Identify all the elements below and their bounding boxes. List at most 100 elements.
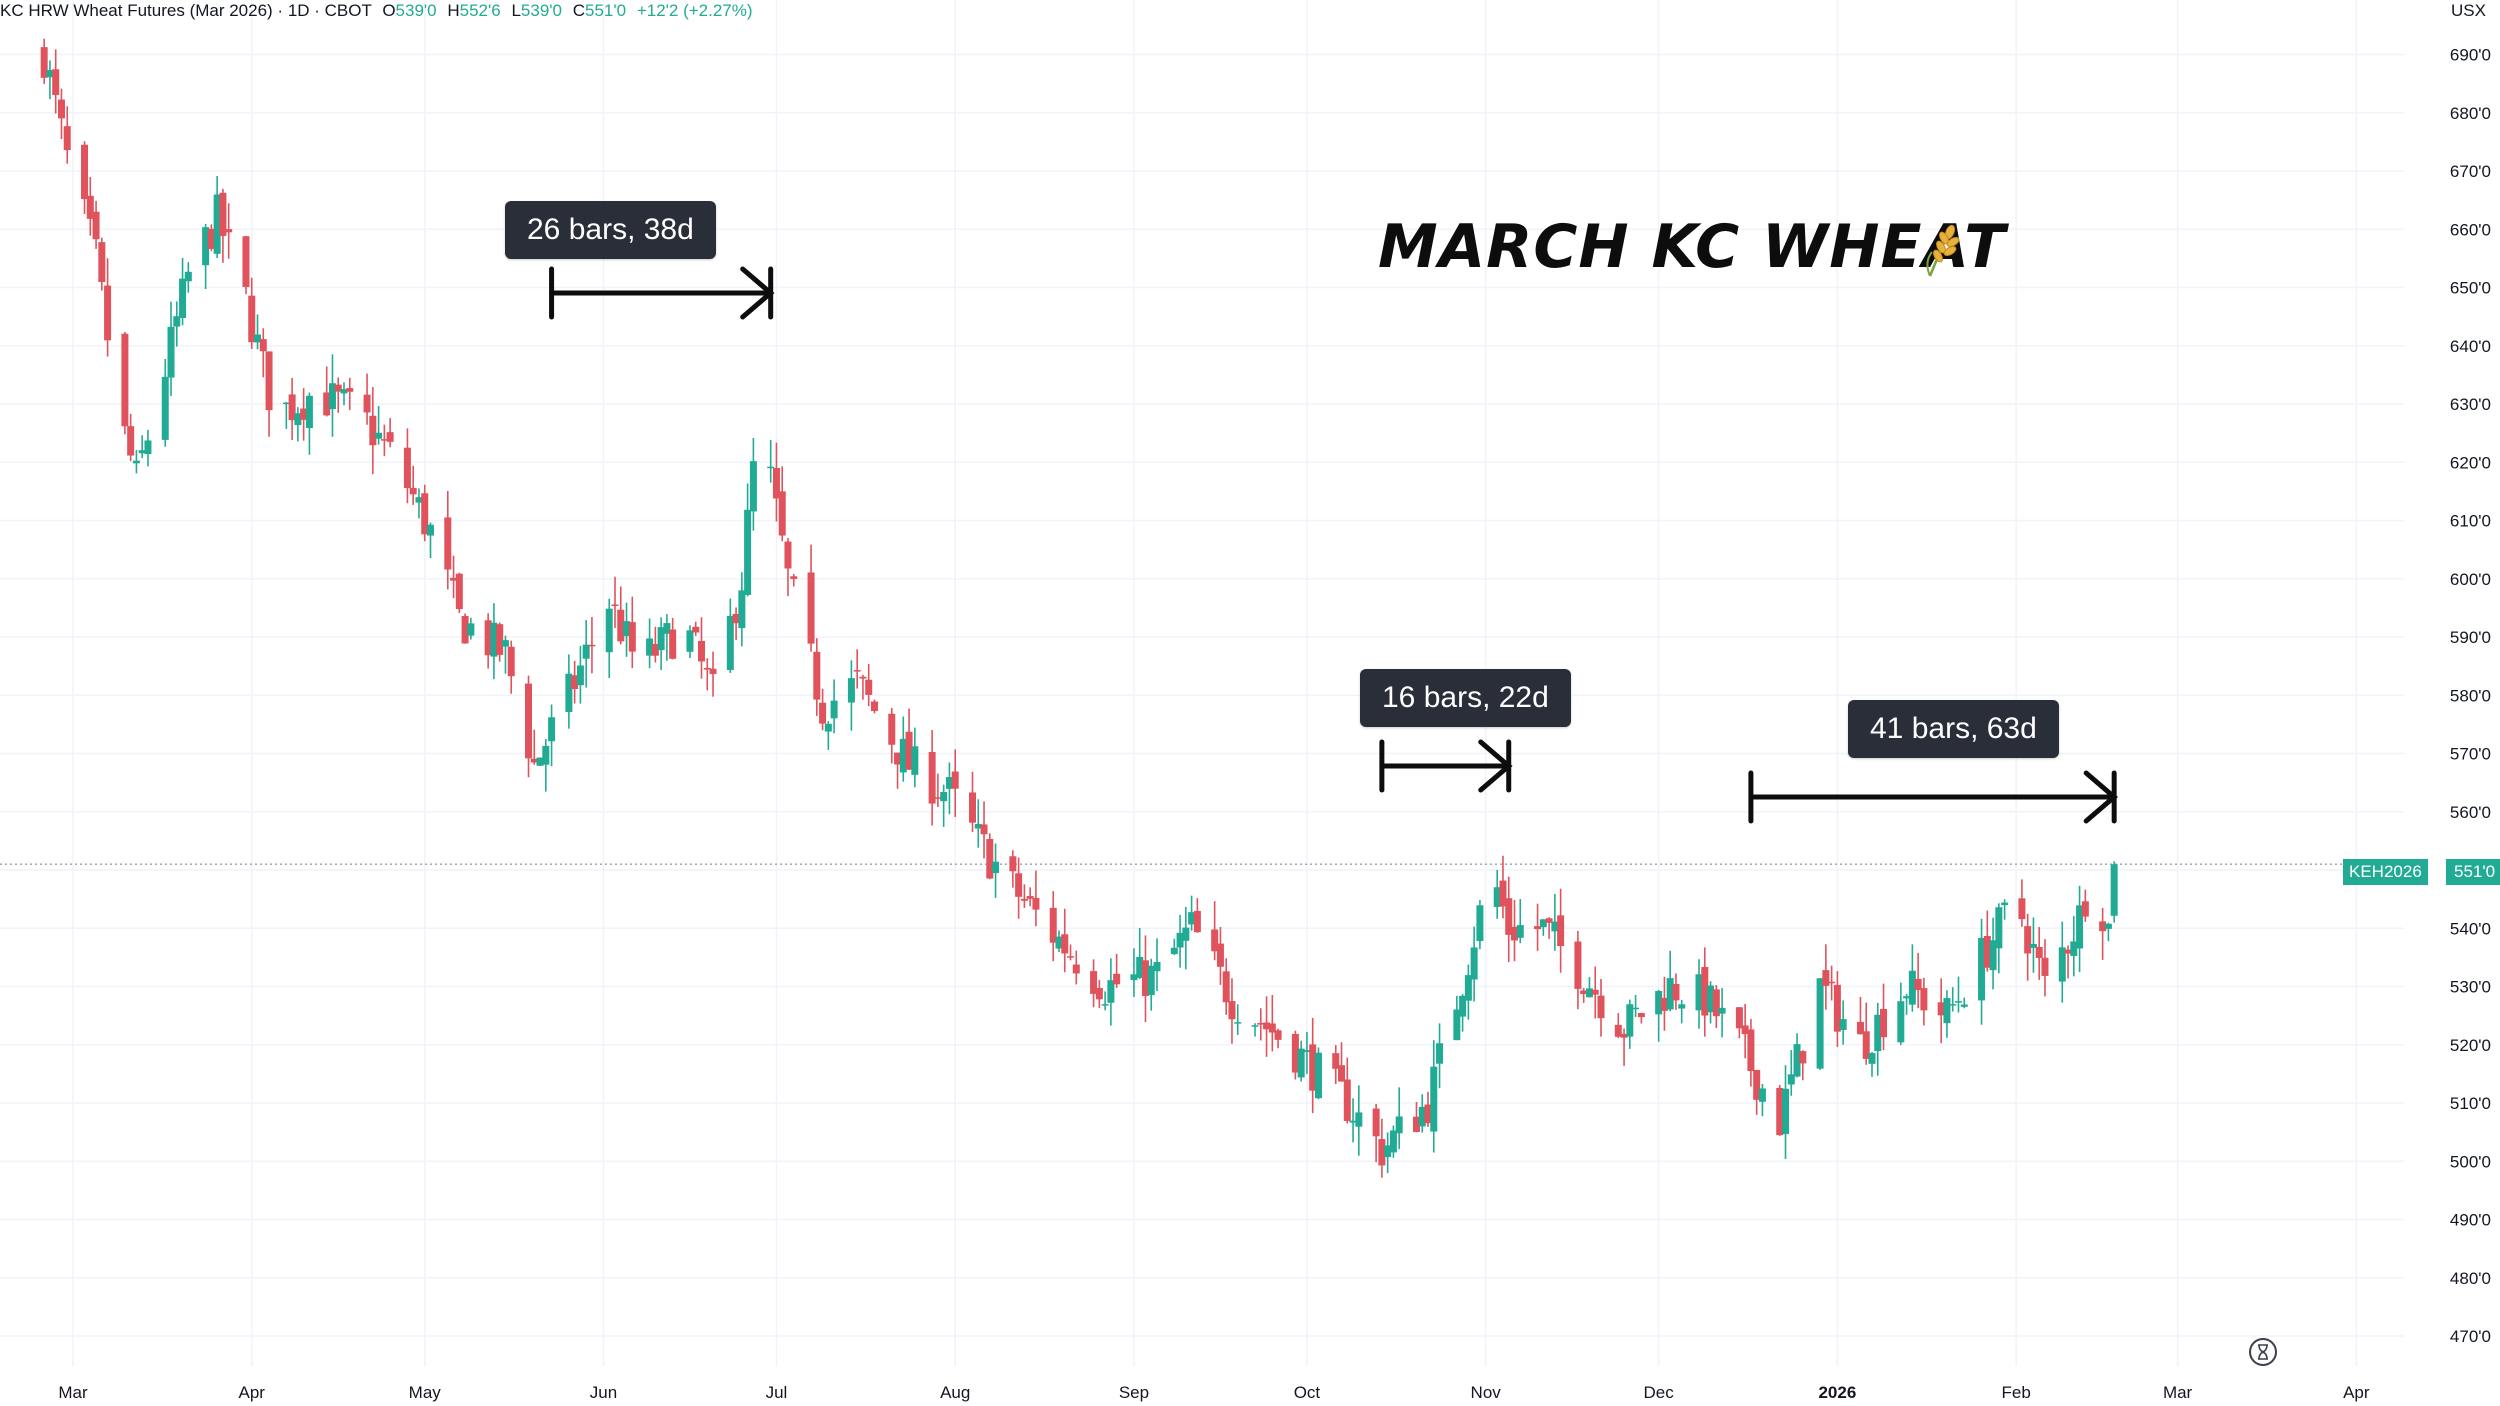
candle [2064,945,2072,979]
candle-body [1101,1004,1109,1006]
candle [63,106,71,164]
candle [749,438,757,531]
candle-body [1903,996,1911,999]
date-range-arrow[interactable] [549,266,775,320]
candle-body [1418,1106,1426,1127]
candle-body [1389,1130,1397,1153]
candle-body [1943,998,1951,1024]
date-range-arrow[interactable] [1379,739,1513,793]
date-range-arrow[interactable] [1748,770,2119,824]
candle [121,332,129,435]
candle-body [1776,1087,1784,1136]
candle-body [1067,956,1075,958]
reset-chart-button[interactable] [2249,1338,2277,1366]
time-axis-label: Oct [1294,1383,1321,1402]
candle [415,488,423,519]
candle-body [1464,975,1472,1001]
candle-body [1234,1022,1242,1024]
candle-body [2001,902,2009,906]
open-value: 539'0 [395,1,437,20]
candle-body [899,738,907,773]
candle [173,301,181,347]
low-value: 539'0 [520,1,562,20]
candle-body [778,491,786,536]
candle [86,177,94,236]
candle-body [1799,1051,1807,1064]
measure-label[interactable]: 16 bars, 22d [1360,669,1571,727]
candle [588,616,596,674]
candle-body [888,713,896,745]
candle-body [1136,956,1144,978]
candle-body [63,126,71,151]
candle-body [2041,957,2049,976]
candle [623,602,631,657]
candle [444,490,452,590]
candle-body [2099,921,2107,932]
candle-body [1193,910,1201,933]
candle [1735,1007,1743,1039]
currency-label[interactable]: USX [2451,1,2486,20]
candle-body [1655,990,1663,1015]
candle [2081,889,2089,922]
candle-body [784,541,792,569]
candle-body [853,670,861,672]
candle-body [1424,1104,1432,1124]
candle [611,576,619,629]
candle [1672,973,1680,1010]
candle [421,484,429,542]
candle-body [2029,943,2037,948]
candle [1718,988,1726,1038]
candle [1833,971,1841,1047]
candle [565,654,573,729]
candle-body [1395,1116,1403,1134]
candle [1597,978,1605,1037]
candle [2076,885,2084,973]
candle-body [611,604,619,607]
candle [144,429,152,467]
candle [225,203,233,259]
price-axis-label: 690'0 [2450,46,2491,65]
measure-label[interactable]: 26 bars, 38d [505,201,716,259]
price-axis-label: 540'0 [2450,919,2491,938]
measure-label[interactable]: 41 bars, 63d [1848,700,2059,758]
candle-body [40,47,48,78]
candle-body [588,644,596,647]
candle [980,801,988,859]
candle [1499,855,1507,919]
candle [386,418,394,448]
candle-body [646,638,654,656]
high-value: 552'6 [459,1,501,20]
candle-body [92,211,100,240]
candle [340,382,348,406]
price-axis-label: 500'0 [2450,1152,2491,1171]
candle-body [1868,1053,1876,1064]
candle-body [213,194,221,254]
candle-body [259,339,267,352]
candle [1430,1040,1438,1153]
candle [1234,1004,1242,1035]
candle-body [1147,965,1155,996]
candle [1914,952,1922,1009]
candle-body [426,524,434,536]
candle-body [1718,1007,1726,1014]
candle-body [726,615,734,670]
candle-body [1412,1116,1420,1132]
candle [2104,922,2112,942]
candle [167,301,175,397]
candle [928,730,936,826]
candle [2041,939,2049,997]
candle-body [1978,937,1986,1001]
measure-arrows [549,266,2119,824]
candle [1424,1091,1432,1127]
candle-body [219,192,227,236]
candle-body [1216,943,1224,967]
candle-body [1516,925,1524,938]
candle [1061,908,1069,973]
candle [1343,1057,1351,1124]
candle-body [1141,960,1149,996]
candle [248,277,256,349]
candle-body [548,717,556,742]
candle [2070,916,2078,977]
